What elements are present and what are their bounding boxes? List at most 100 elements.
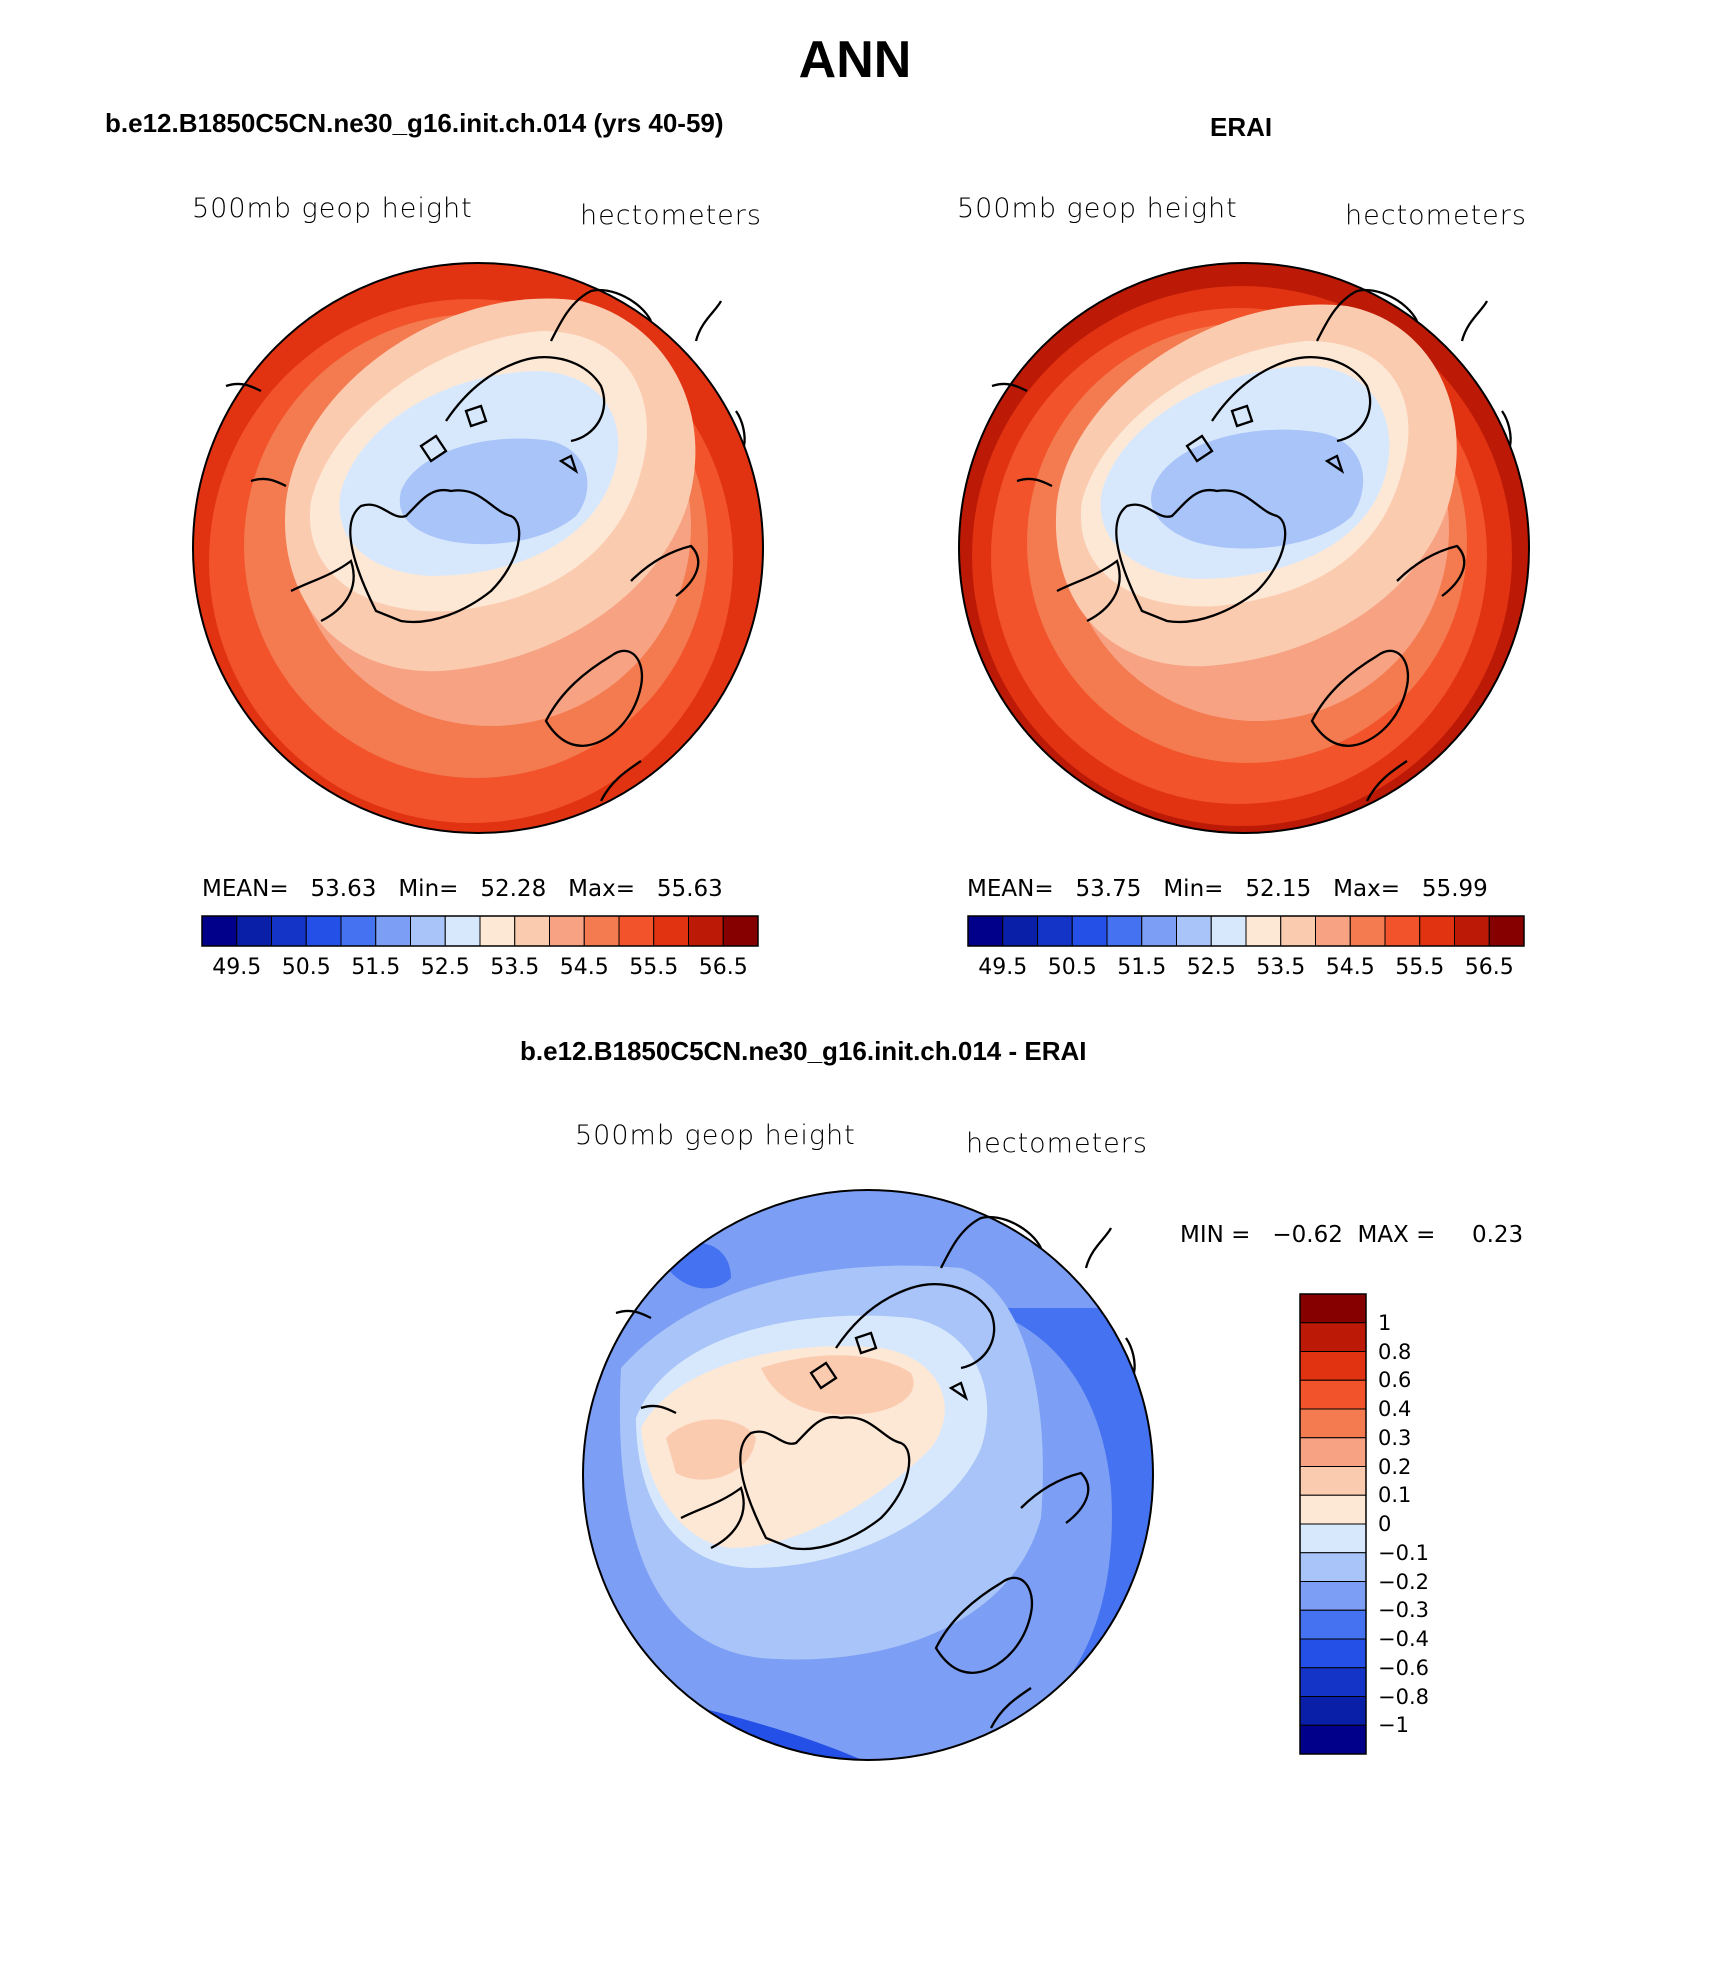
panel-model-mean-label: MEAN=: [202, 876, 289, 902]
panel-obs-colorbar: [967, 915, 1525, 947]
colorbar-box: [1280, 915, 1316, 947]
panel-model-units-label: hectometers: [580, 200, 762, 231]
panel-obs-stats: MEAN= 53.75 Min= 52.15 Max= 55.99: [967, 876, 1488, 902]
colorbar-box: [1176, 915, 1212, 947]
colorbar-box: [1299, 1351, 1367, 1381]
panel-diff-contour-fill: [583, 1190, 1153, 1760]
colorbar-box: [236, 915, 272, 947]
colorbar-box: [444, 915, 481, 947]
colorbar-tick-label: 50.5: [1047, 955, 1097, 980]
colorbar-box: [1299, 1638, 1367, 1669]
panel-obs-units-label: hectometers: [1345, 200, 1527, 231]
colorbar-tick-label: −0.6: [1378, 1655, 1429, 1680]
colorbar-box: [1299, 1293, 1367, 1324]
colorbar-box: [1299, 1408, 1367, 1439]
colorbar-box: [653, 915, 689, 947]
panel-obs-max-value: 55.99: [1421, 876, 1488, 902]
colorbar-tick-label: −0.4: [1378, 1627, 1429, 1651]
colorbar-box: [1488, 915, 1525, 947]
colorbar-tick-label: 52.5: [1186, 955, 1236, 980]
colorbar-tick-label: −0.1: [1378, 1540, 1429, 1565]
panel-obs-contour-fill: [959, 263, 1529, 833]
colorbar-box: [1299, 1322, 1367, 1352]
colorbar-box: [410, 915, 446, 947]
figure-title: ANN: [798, 31, 912, 89]
colorbar-box: [1299, 1609, 1367, 1640]
colorbar-tick-label: 55.5: [629, 955, 679, 980]
panel-diff-max-label: MAX =: [1357, 1222, 1436, 1248]
colorbar-tick-label: 1: [1378, 1310, 1392, 1335]
colorbar-tick-label: 0.1: [1378, 1483, 1412, 1508]
panel-model-map-border: [192, 262, 764, 834]
colorbar-box: [583, 915, 620, 947]
panel-obs-max-label: Max=: [1333, 876, 1400, 902]
colorbar-tick-label: 0.2: [1378, 1454, 1412, 1479]
colorbar-box: [479, 915, 516, 947]
panel-obs-min-label: Min=: [1163, 876, 1224, 902]
panel-model-colorbar-ticks: 49.5 50.5 51.5 52.5 53.5 54.5 55.5 56.5: [202, 955, 758, 985]
colorbar-box: [549, 915, 585, 947]
panel-obs-mean-value: 53.75: [1075, 876, 1142, 902]
panel-model-max-value: 55.63: [656, 876, 723, 902]
colorbar-box: [1299, 1667, 1367, 1697]
colorbar-box: [1299, 1379, 1367, 1410]
panel-obs-mean-label: MEAN=: [967, 876, 1054, 902]
colorbar-box: [201, 915, 238, 947]
colorbar-box: [1384, 915, 1421, 947]
panel-model-max-label: Max=: [568, 876, 635, 902]
panel-diff-coastlines: [615, 1215, 1136, 1729]
colorbar-tick-label: 55.5: [1395, 955, 1445, 980]
colorbar-tick-label: 50.5: [281, 955, 331, 980]
colorbar-box: [1315, 915, 1351, 947]
colorbar-box: [688, 915, 724, 947]
panel-diff-colorbar: [1299, 1293, 1367, 1755]
colorbar-tick-label: 53.5: [1256, 955, 1306, 980]
colorbar-box: [1141, 915, 1177, 947]
colorbar-tick-label: 52.5: [420, 955, 470, 980]
panel-model-title: b.e12.B1850C5CN.ne30_g16.init.ch.014 (yr…: [105, 108, 724, 138]
colorbar-tick-label: 56.5: [698, 955, 748, 980]
colorbar-box: [1299, 1466, 1367, 1496]
colorbar-box: [1299, 1494, 1367, 1525]
panel-model-field-label: 500mb geop height: [192, 193, 473, 224]
panel-diff-min-label: MIN =: [1180, 1222, 1251, 1248]
panel-model-colorbar: [201, 915, 759, 947]
colorbar-box: [1071, 915, 1108, 947]
colorbar-box: [1349, 915, 1386, 947]
colorbar-tick-label: 54.5: [559, 955, 609, 980]
colorbar-tick-label: 54.5: [1325, 955, 1375, 980]
panel-model-polar-map: [192, 262, 764, 834]
panel-obs-field-label: 500mb geop height: [957, 193, 1238, 224]
colorbar-tick-label: 51.5: [351, 955, 401, 980]
panel-diff-colorbar-ticks: 1 0.8 0.6 0.4 0.3 0.2 0.1 0 −0.1 −0.2 −0…: [1378, 1294, 1498, 1754]
colorbar-box: [722, 915, 759, 947]
colorbar-tick-label: −0.8: [1378, 1684, 1429, 1709]
colorbar-box: [618, 915, 655, 947]
colorbar-box: [1299, 1437, 1367, 1467]
panel-obs-colorbar-ticks: 49.5 50.5 51.5 52.5 53.5 54.5 55.5 56.5: [968, 955, 1524, 985]
colorbar-box: [1299, 1523, 1367, 1554]
colorbar-box: [305, 915, 342, 947]
colorbar-box: [1299, 1724, 1367, 1755]
colorbar-box: [1210, 915, 1247, 947]
colorbar-box: [375, 915, 411, 947]
colorbar-box: [1106, 915, 1143, 947]
panel-diff-polar-map: [582, 1189, 1154, 1761]
panel-model-min-label: Min=: [398, 876, 459, 902]
colorbar-tick-label: 49.5: [978, 955, 1028, 980]
colorbar-box: [967, 915, 1004, 947]
panel-model-mean-value: 53.63: [310, 876, 377, 902]
colorbar-box: [514, 915, 550, 947]
colorbar-tick-label: 0.4: [1378, 1397, 1412, 1421]
colorbar-box: [1245, 915, 1282, 947]
colorbar-box: [1002, 915, 1038, 947]
panel-obs-polar-map: [958, 262, 1530, 834]
colorbar-tick-label: 53.5: [490, 955, 540, 980]
panel-obs-map-border: [958, 262, 1530, 834]
colorbar-tick-label: 0.6: [1378, 1368, 1412, 1393]
colorbar-tick-label: −0.3: [1378, 1598, 1429, 1623]
panel-diff-field-label: 500mb geop height: [575, 1120, 856, 1151]
panel-diff-units-label: hectometers: [966, 1128, 1148, 1159]
colorbar-tick-label: 0.8: [1378, 1339, 1412, 1364]
colorbar-box: [1299, 1552, 1367, 1582]
